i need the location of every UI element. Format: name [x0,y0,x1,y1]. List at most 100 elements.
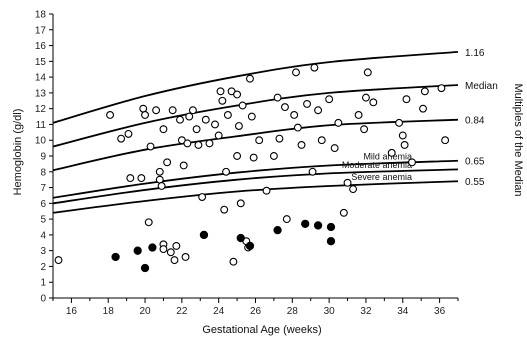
open-point [360,125,369,134]
y-tick-label: 10 [35,136,47,147]
open-point [255,136,264,145]
filled-point [133,246,142,255]
open-point [339,208,348,217]
open-point [144,218,153,227]
y-tick-label: 13 [35,88,47,99]
reference-curve [52,84,459,148]
x-tick-label: 30 [324,306,336,317]
filled-point [245,241,255,251]
y-tick-label: 7 [40,183,46,194]
x-tick-label: 36 [434,306,446,317]
open-point [238,101,247,110]
open-point [441,136,450,145]
curve-right-label: 0.84 [465,116,485,127]
reference-curves [52,50,459,214]
open-point [395,118,404,127]
open-point [229,257,238,266]
y-tick-label: 15 [35,57,47,68]
open-point [317,136,326,145]
open-point [330,144,339,153]
x-tick-label: 18 [103,306,115,317]
open-point [293,123,302,132]
open-point [363,68,372,77]
curve-right-label: Median [465,81,498,92]
open-point [246,74,254,83]
open-point [334,118,343,127]
open-point [155,175,164,184]
open-point [216,87,225,96]
y-tick-label: 6 [40,199,46,210]
open-point [163,158,172,167]
curve-right-label: 0.65 [465,157,485,168]
open-point [194,141,203,149]
open-point [419,104,427,113]
filled-point [313,221,323,230]
open-point [310,63,319,72]
open-point [124,129,133,138]
open-point [234,122,243,130]
x-axis-title: Gestational Age (weeks) [202,324,321,336]
reference-curve [52,50,459,124]
open-point [159,245,168,254]
open-point [188,106,197,115]
curve-inline-label: Severe anemia [351,172,412,182]
open-point [205,139,214,148]
open-point [297,141,306,149]
right-axis-labels: 1.16 Median 0.84 0.65 0.55 [465,48,498,188]
open-point [183,139,192,148]
open-point [185,112,194,121]
open-point [139,104,148,113]
open-point [172,241,181,250]
open-point [152,106,161,115]
y-tick-label: 1 [40,278,46,289]
open-point [218,96,227,105]
open-point [106,111,115,119]
open-point [117,134,126,143]
open-point [220,205,229,214]
open-point [211,120,219,129]
open-point [159,125,168,134]
open-point [192,125,201,134]
open-point [181,253,190,261]
filled-point [326,237,336,246]
open-point [222,167,230,176]
x-tick-label: 16 [66,306,78,317]
y-tick-label: 8 [40,167,46,178]
open-point [398,131,407,140]
open-point [157,182,166,190]
x-tick-label: 28 [287,306,299,317]
open-point [236,199,245,208]
open-point [201,115,210,124]
open-point [437,84,446,93]
reference-curve [52,118,459,172]
open-point [400,141,409,149]
open-point [141,111,149,119]
reference-curve [52,159,459,199]
y-tick-label: 3 [40,246,46,257]
y-axis-title: Hemoglobin (g/dl) [12,109,24,196]
curve-inline-label: Mild anemia [363,151,412,161]
x-tick-label: 22 [176,306,188,317]
x-tick-label: 26 [250,306,262,317]
y-tick-label: 18 [35,10,47,21]
open-point [314,106,323,115]
curve-right-label: 0.55 [465,177,485,188]
open-point [262,186,271,195]
filled-point [301,219,310,228]
filled-point [140,263,150,273]
filled-point [111,252,120,262]
y-tick-label: 11 [36,120,47,131]
open-point [281,103,289,112]
open-point [292,68,300,77]
open-point [223,111,232,119]
open-point [308,167,317,176]
open-point [179,161,188,170]
open-point [354,111,363,119]
open-point [170,256,179,265]
open-point [214,131,223,140]
open-point [282,215,291,224]
filled-point [199,230,209,240]
open-point [420,87,429,96]
